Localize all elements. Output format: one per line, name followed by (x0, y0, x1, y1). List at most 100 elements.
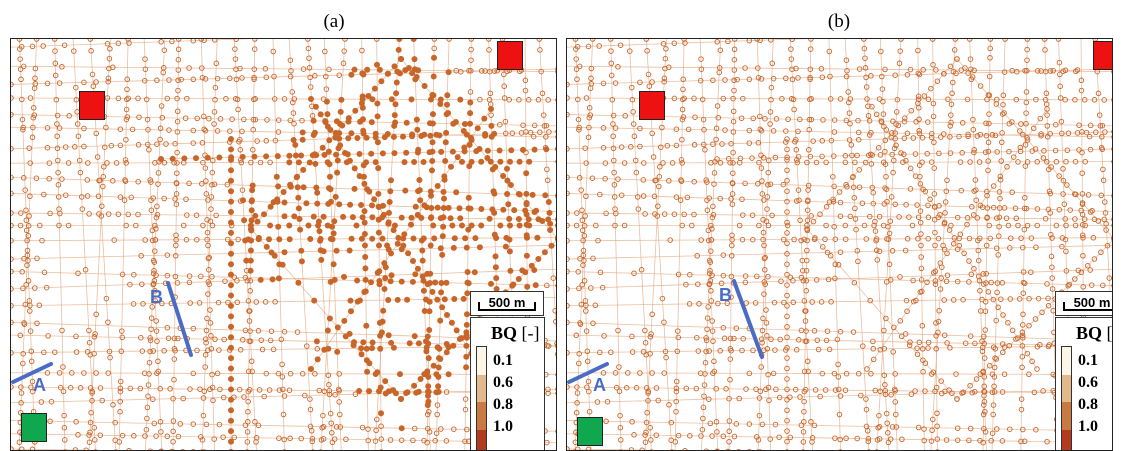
intersection-node (1091, 256, 1098, 262)
intersection-node (720, 95, 727, 102)
intersection-node (759, 421, 766, 428)
intersection-node (333, 247, 340, 254)
intersection-node (359, 93, 366, 100)
intersection-node (545, 199, 552, 206)
intersection-node (19, 269, 25, 275)
intersection-node (1033, 244, 1039, 250)
intersection-node (431, 39, 438, 42)
intersection-node (361, 231, 368, 238)
intersection-node (202, 352, 209, 358)
intersection-node (1102, 129, 1108, 135)
intersection-node (200, 222, 206, 229)
intersection-node (55, 182, 62, 188)
intersection-node (164, 95, 171, 102)
intersection-node (671, 40, 678, 47)
intersection-node (585, 446, 592, 450)
intersection-node (678, 157, 685, 163)
intersection-node (754, 39, 760, 42)
intersection-node (250, 126, 256, 133)
intersection-node (770, 75, 777, 82)
intersection-node (947, 123, 953, 129)
intersection-node (845, 89, 851, 95)
intersection-node (48, 398, 55, 405)
intersection-node (27, 193, 33, 200)
intersection-node (907, 165, 914, 172)
origin-marker (79, 91, 105, 120)
intersection-node (478, 68, 485, 74)
intersection-node (567, 446, 570, 450)
intersection-node (837, 393, 844, 399)
intersection-node (211, 436, 217, 442)
intersection-node (328, 223, 335, 230)
intersection-node (249, 187, 256, 194)
intersection-node (1100, 282, 1106, 289)
intersection-node (622, 113, 628, 119)
intersection-node (1001, 371, 1008, 377)
intersection-node (1059, 243, 1065, 250)
intersection-node (855, 136, 862, 143)
intersection-node (804, 159, 810, 166)
street-segment (567, 386, 1112, 394)
intersection-node (801, 236, 808, 243)
intersection-node (254, 138, 260, 144)
street-segment (863, 39, 890, 450)
intersection-node (1072, 276, 1078, 282)
intersection-node (856, 167, 862, 173)
intersection-node (180, 448, 185, 450)
intersection-node (784, 219, 790, 226)
intersection-node (633, 169, 640, 176)
intersection-node (919, 323, 926, 329)
intersection-node (73, 333, 79, 340)
intersection-node (767, 436, 773, 442)
intersection-node (1062, 236, 1069, 243)
intersection-node (91, 424, 97, 431)
intersection-node (216, 421, 223, 428)
intersection-node (91, 350, 97, 357)
intersection-node (211, 121, 217, 127)
origin-marker (497, 41, 523, 70)
intersection-node (202, 165, 209, 171)
intersection-node (309, 438, 316, 445)
intersection-node (439, 233, 446, 240)
intersection-node (536, 39, 543, 42)
intersection-node (286, 236, 293, 243)
intersection-node (199, 437, 206, 443)
bq-legend: BQ [-] 0.1 0.6 0.8 1.0 (1055, 317, 1112, 450)
intersection-node (716, 69, 722, 76)
intersection-node (1000, 92, 1007, 99)
intersection-node (390, 387, 397, 394)
intersection-node (890, 349, 896, 355)
intersection-node (784, 438, 790, 445)
intersection-node (258, 337, 265, 343)
intersection-node (117, 126, 124, 132)
intersection-node (484, 147, 491, 154)
intersection-node (369, 96, 376, 103)
intersection-node (1048, 253, 1055, 260)
intersection-node (286, 222, 293, 229)
intersection-node (307, 396, 313, 402)
intersection-node (352, 391, 359, 397)
intersection-node (997, 177, 1004, 183)
intersection-node (326, 173, 333, 180)
intersection-node (1028, 269, 1034, 275)
intersection-node (306, 159, 313, 166)
intersection-node (486, 68, 493, 75)
intersection-node (603, 418, 609, 425)
intersection-node (827, 253, 834, 259)
intersection-node (617, 42, 624, 48)
intersection-node (1020, 131, 1026, 138)
intersection-node (199, 65, 205, 71)
intersection-node (583, 308, 589, 314)
intersection-node (372, 159, 379, 166)
intersection-node (244, 429, 251, 435)
intersection-node (287, 370, 294, 377)
intersection-node (731, 56, 738, 63)
intersection-node (608, 60, 615, 67)
intersection-node (523, 200, 530, 207)
intersection-node (419, 257, 426, 264)
intersection-node (585, 134, 592, 141)
intersection-node (1103, 221, 1109, 227)
intersection-node (855, 258, 861, 265)
intersection-node (553, 318, 556, 325)
intersection-node (938, 275, 944, 281)
